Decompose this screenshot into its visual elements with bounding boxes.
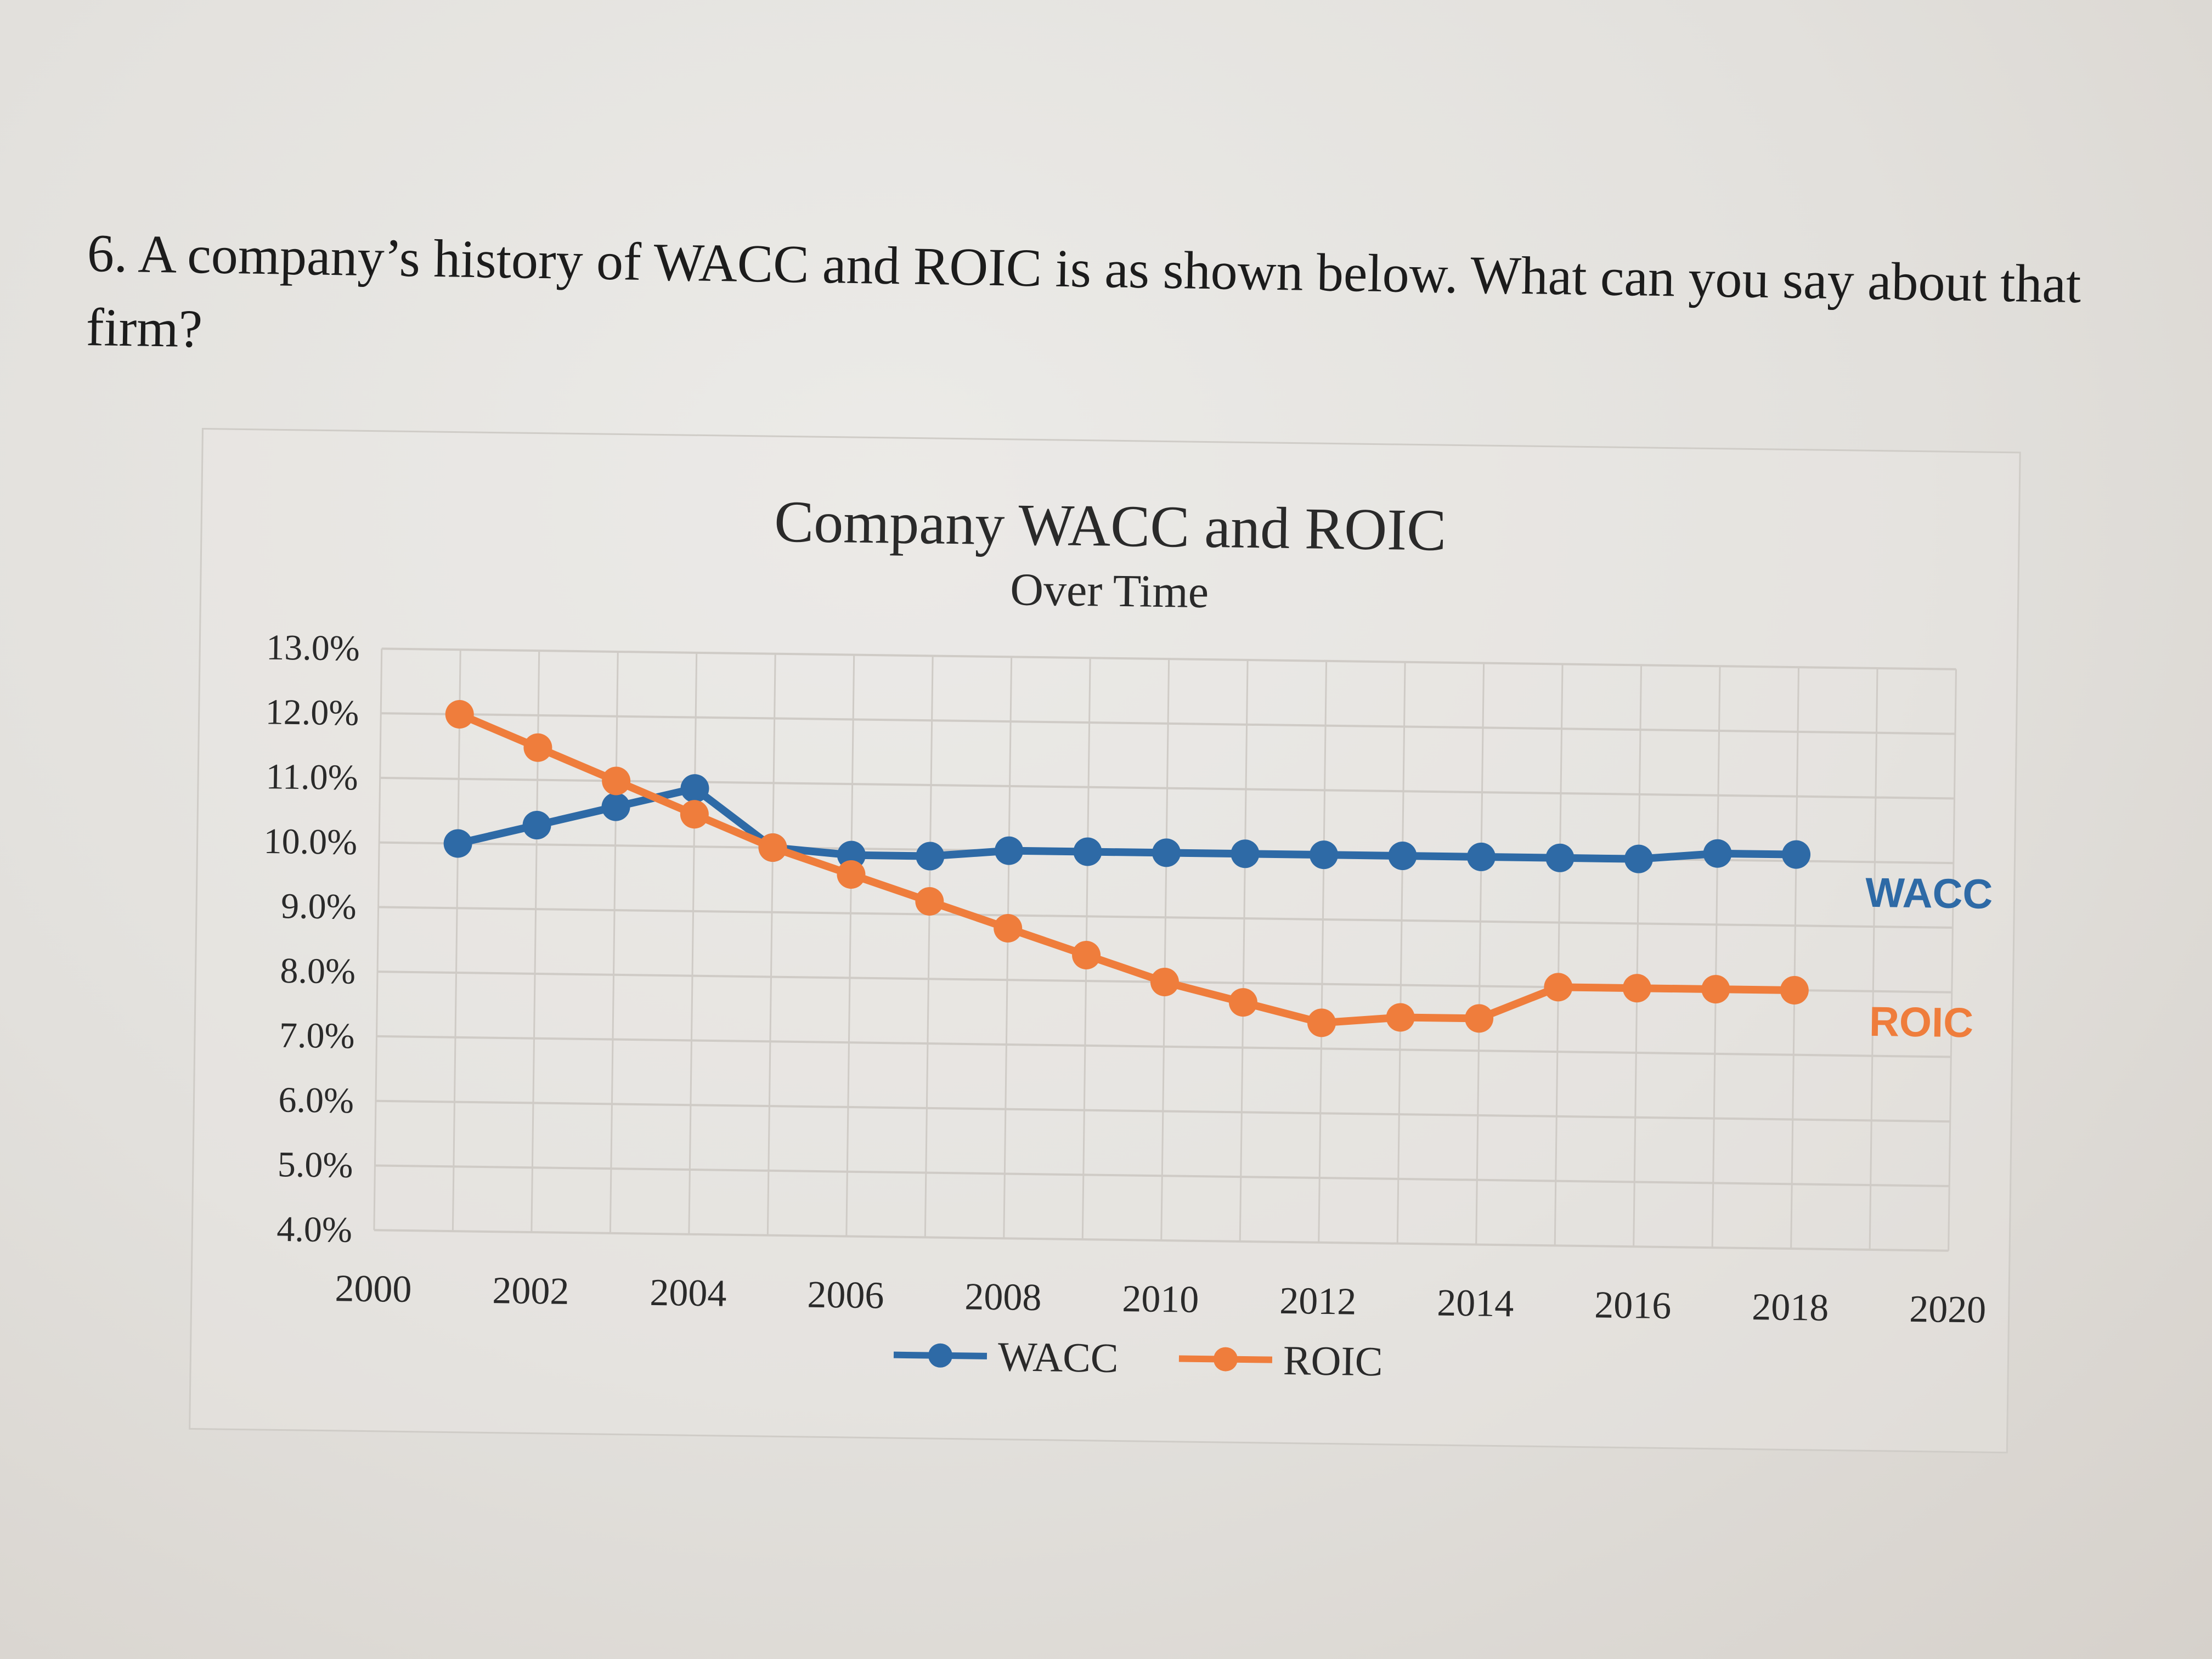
gridline-v — [924, 656, 934, 1238]
roic-point — [1780, 975, 1809, 1005]
x-tick-label: 2002 — [492, 1269, 569, 1313]
roic-point — [758, 833, 787, 862]
y-tick-label: 13.0% — [266, 628, 360, 669]
gridline-v — [845, 654, 855, 1237]
gridline-v — [1633, 665, 1643, 1247]
wacc-point — [1073, 837, 1102, 866]
chart-title: Company WACC and ROIC — [774, 489, 1447, 563]
chart-container: Company WACC and ROIC Over Time 13.0% 12.… — [189, 428, 2021, 1454]
wacc-point — [680, 774, 709, 803]
y-tick-label: 7.0% — [279, 1015, 355, 1057]
gridline-v — [766, 653, 776, 1235]
wacc-point — [1703, 839, 1732, 868]
y-tick-label: 10.0% — [263, 821, 357, 862]
x-tick-label: 2006 — [807, 1274, 884, 1317]
y-tick-label: 9.0% — [281, 886, 357, 927]
gridline-v — [1003, 657, 1013, 1239]
roic-point — [1701, 975, 1730, 1004]
roic-point — [445, 699, 474, 729]
gridline-v — [1711, 666, 1721, 1248]
x-tick-label: 2020 — [1909, 1288, 1987, 1331]
legend-wacc-marker — [928, 1343, 952, 1368]
wacc-point — [995, 836, 1024, 865]
wacc-point — [1545, 843, 1575, 872]
y-tick-label: 12.0% — [265, 692, 359, 733]
y-tick-label: 5.0% — [277, 1144, 353, 1186]
wacc-point — [1231, 839, 1260, 868]
roic-point — [1228, 988, 1257, 1017]
gridline-v — [609, 651, 619, 1233]
x-tick-label: 2014 — [1437, 1282, 1514, 1325]
wacc-point — [916, 842, 945, 871]
roic-point — [1386, 1003, 1415, 1032]
wacc-point — [1388, 842, 1417, 871]
legend-roic-marker — [1213, 1347, 1238, 1372]
gridline-v — [688, 652, 698, 1234]
wacc-point — [601, 792, 630, 821]
wacc-point — [522, 811, 551, 840]
roic-point — [1465, 1004, 1494, 1033]
roic-point — [523, 733, 552, 762]
roic-point — [1544, 973, 1573, 1002]
wacc-point — [443, 829, 472, 858]
y-axis-ticks: 13.0% 12.0% 11.0% 10.0% 9.0% 8.0% 7.0% 6.0% 5.0%… — [263, 628, 360, 1250]
roic-point — [1072, 940, 1101, 969]
wacc-roic-chart: Company WACC and ROIC Over Time 13.0% 12.… — [263, 489, 1993, 1385]
x-tick-label: 2012 — [1279, 1280, 1357, 1323]
x-tick-label: 2010 — [1122, 1278, 1199, 1321]
wacc-point — [1624, 844, 1653, 873]
y-tick-label: 11.0% — [266, 757, 358, 798]
wacc-point — [1152, 838, 1181, 867]
wacc-annotation: WACC — [1865, 870, 1993, 918]
roic-point — [680, 800, 709, 829]
x-axis-ticks: 2000 2002 2004 2006 2008 2010 2012 2014 2016 2018… — [335, 1267, 1987, 1331]
roic-point — [1307, 1008, 1336, 1037]
y-tick-label: 4.0% — [276, 1209, 352, 1250]
legend-roic-label: ROIC — [1283, 1338, 1383, 1385]
y-tick-label: 8.0% — [280, 951, 356, 992]
roic-point — [915, 887, 944, 916]
series-layer — [443, 699, 1811, 1037]
gridline-v — [1554, 664, 1564, 1246]
x-tick-label: 2000 — [335, 1267, 412, 1311]
gridline-v — [1790, 667, 1800, 1249]
gridline-v — [452, 650, 461, 1232]
roic-point — [994, 913, 1023, 943]
grid — [373, 647, 1957, 1252]
x-tick-label: 2018 — [1752, 1286, 1829, 1329]
gridline-v — [1948, 669, 1957, 1251]
gridline-v — [1869, 668, 1878, 1250]
roic-point — [602, 766, 631, 795]
legend: WACC ROIC — [893, 1334, 1383, 1385]
gridline-v — [373, 648, 383, 1231]
x-tick-label: 2008 — [964, 1276, 1042, 1319]
x-tick-label: 2016 — [1594, 1284, 1672, 1327]
legend-wacc-label: WACC — [997, 1334, 1119, 1381]
x-tick-label: 2004 — [650, 1272, 727, 1315]
chart-subtitle: Over Time — [1010, 564, 1209, 618]
wacc-point — [1309, 840, 1338, 870]
gridline-h — [374, 1229, 1949, 1252]
gridline-v — [1239, 659, 1249, 1242]
gridline-v — [1475, 663, 1485, 1245]
gridline-v — [1396, 662, 1406, 1244]
roic-annotation: ROIC — [1869, 998, 1974, 1046]
roic-point — [1150, 967, 1179, 996]
roic-point — [1622, 974, 1651, 1003]
wacc-point — [1466, 842, 1496, 871]
gridline-v — [1160, 659, 1170, 1241]
gridline-h — [381, 647, 1956, 670]
wacc-point — [1782, 840, 1811, 869]
roic-point — [837, 860, 866, 889]
y-tick-label: 6.0% — [278, 1080, 354, 1121]
gridline-v — [1318, 661, 1328, 1243]
